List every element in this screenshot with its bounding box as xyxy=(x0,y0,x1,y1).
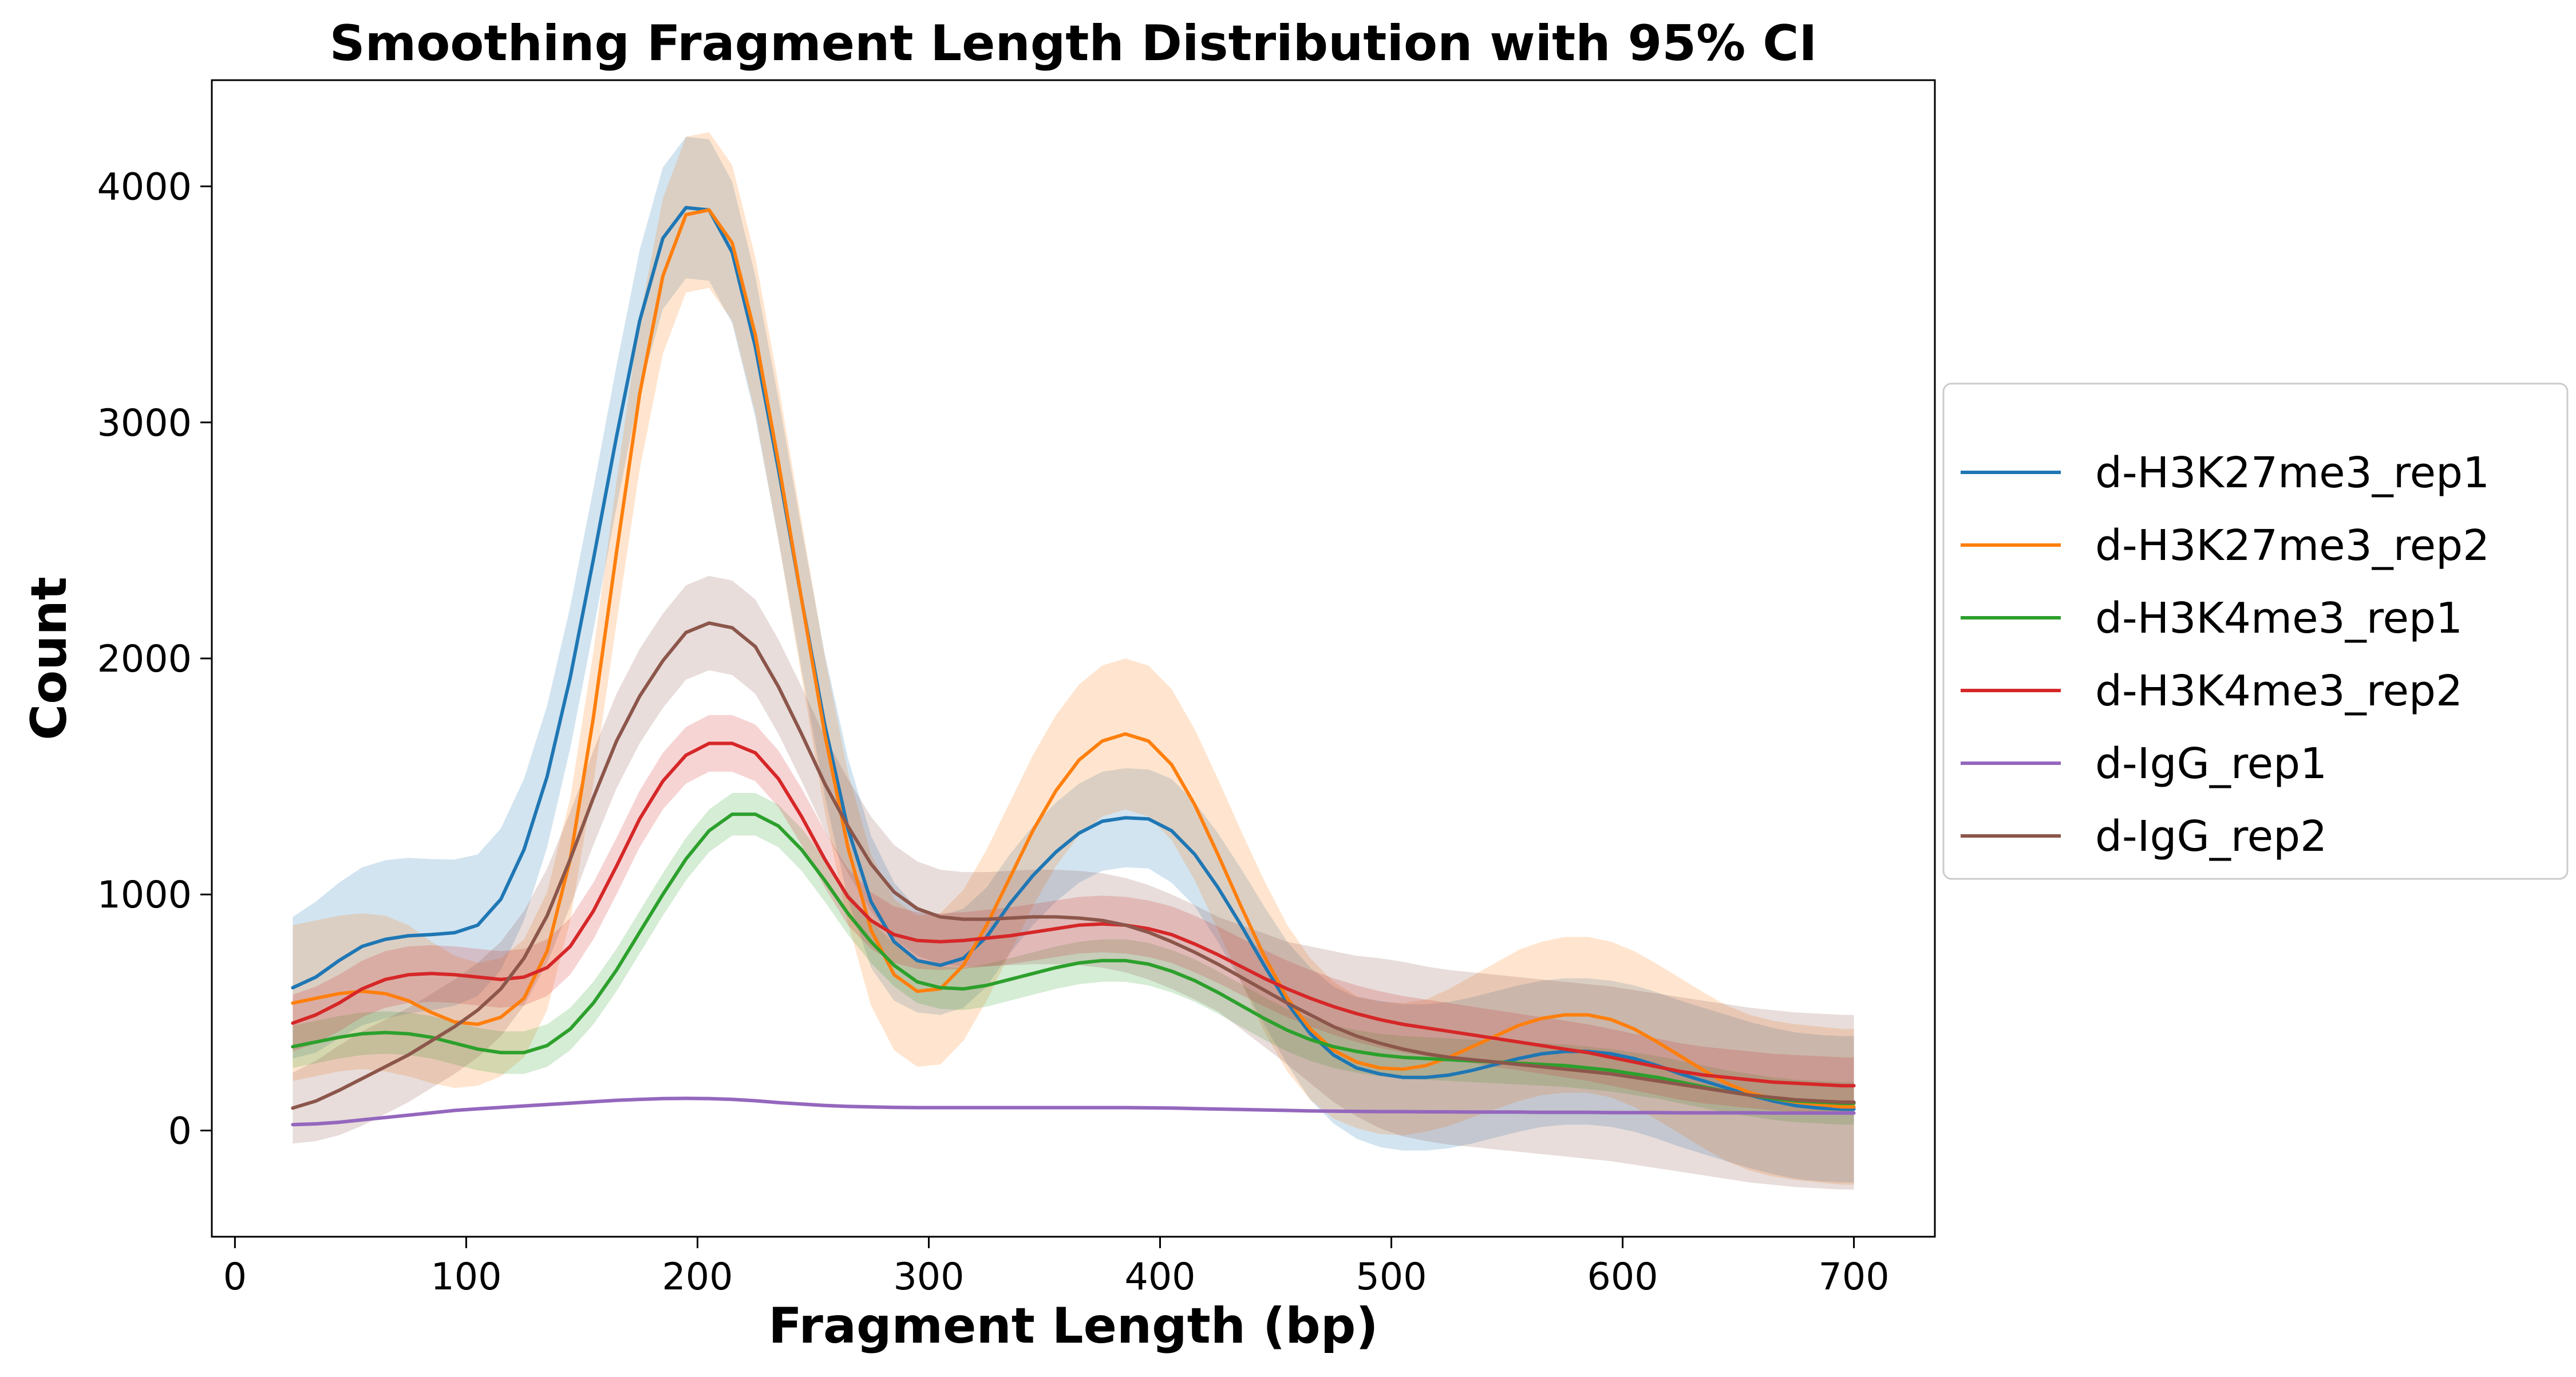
y-tick-label: 2000 xyxy=(97,638,192,681)
ci-band-d-h3k4me3-rep1 xyxy=(293,793,1854,1125)
y-tick-label: 1000 xyxy=(97,874,192,917)
x-tick-label: 0 xyxy=(223,1256,247,1299)
legend-label-d-h3k4me3-rep2: d-H3K4me3_rep2 xyxy=(2095,666,2463,716)
x-tick-label: 600 xyxy=(1587,1256,1658,1299)
series-line-d-h3k27me3-rep2 xyxy=(291,208,1856,1109)
x-tick-label: 400 xyxy=(1124,1256,1195,1299)
y-tick-label: 3000 xyxy=(97,402,192,445)
ci-band-d-igg-rep2 xyxy=(293,575,1854,1190)
y-axis-label: Count xyxy=(21,577,78,740)
x-axis-label: Fragment Length (bp) xyxy=(768,1297,1378,1355)
y-tick-label: 0 xyxy=(168,1110,192,1153)
series-line-d-igg-rep1 xyxy=(291,1096,1856,1127)
legend-entries: d-H3K27me3_rep1 d-H3K27me3_rep2 d-H3K4me3_… xyxy=(1961,448,2490,861)
x-axis-ticks: 0 100 200 300 400 500 600 700 xyxy=(223,1237,1890,1299)
series-line-d-h3k27me3-rep1 xyxy=(291,206,1856,1111)
x-tick-label: 500 xyxy=(1356,1256,1427,1299)
x-tick-label: 300 xyxy=(893,1256,964,1299)
ci-band-d-h3k4me3-rep2 xyxy=(293,715,1854,1114)
legend-label-d-h3k27me3-rep1: d-H3K27me3_rep1 xyxy=(2095,448,2490,498)
x-tick-label: 100 xyxy=(430,1256,501,1299)
legend: d-H3K27me3_rep1 d-H3K27me3_rep2 d-H3K4me3_… xyxy=(1942,382,2569,880)
legend-label-d-igg-rep1: d-IgG_rep1 xyxy=(2095,739,2327,788)
legend-label-d-h3k27me3-rep2: d-H3K27me3_rep2 xyxy=(2095,521,2490,570)
x-tick-label: 700 xyxy=(1819,1256,1890,1299)
legend-label-d-igg-rep2: d-IgG_rep2 xyxy=(2095,812,2327,861)
y-axis-ticks: 0 1000 2000 3000 4000 xyxy=(97,166,212,1153)
chart-title: Smoothing Fragment Length Distribution w… xyxy=(330,15,1818,72)
ci-bands xyxy=(293,132,1854,1190)
series-line-d-h3k4me3-rep2 xyxy=(291,741,1856,1088)
series-line-d-h3k4me3-rep1 xyxy=(291,812,1856,1106)
x-tick-label: 200 xyxy=(662,1256,733,1299)
y-tick-label: 4000 xyxy=(97,166,192,209)
legend-box xyxy=(1942,382,2569,880)
legend-label-d-h3k4me3-rep1: d-H3K4me3_rep1 xyxy=(2095,594,2463,643)
series-line-d-igg-rep2 xyxy=(291,621,1856,1110)
series-lines xyxy=(291,206,1856,1127)
